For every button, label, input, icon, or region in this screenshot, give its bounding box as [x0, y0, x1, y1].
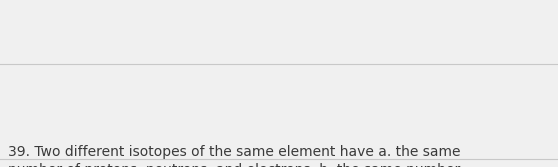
Text: 39. Two different isotopes of the same element have a. the same
number of proton: 39. Two different isotopes of the same e…	[8, 145, 462, 167]
